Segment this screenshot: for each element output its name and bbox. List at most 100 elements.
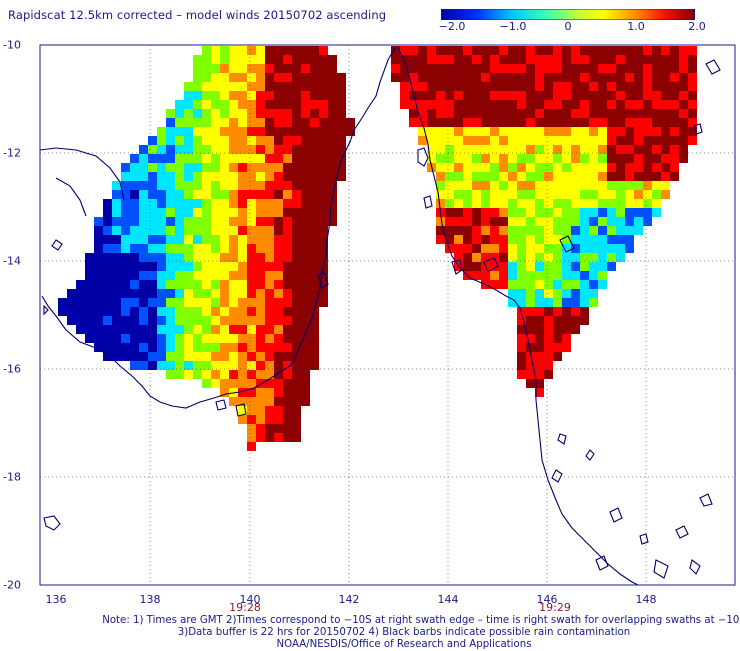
wind-cell <box>607 172 616 181</box>
wind-cell <box>688 91 697 100</box>
wind-cell <box>274 388 283 397</box>
wind-cell <box>256 199 265 208</box>
wind-cell <box>490 280 499 289</box>
wind-cell <box>571 244 580 253</box>
wind-cell <box>184 109 193 118</box>
wind-cell <box>139 271 148 280</box>
wind-cell <box>562 181 571 190</box>
wind-cell <box>274 208 283 217</box>
wind-cell <box>517 172 526 181</box>
wind-cell <box>148 343 157 352</box>
wind-cell <box>625 208 634 217</box>
wind-cell <box>310 244 319 253</box>
wind-cell <box>274 361 283 370</box>
wind-cell <box>94 271 103 280</box>
wind-cell <box>472 244 481 253</box>
wind-cell <box>418 64 427 73</box>
wind-cell <box>553 109 562 118</box>
wind-cell <box>265 190 274 199</box>
wind-cell <box>553 271 562 280</box>
wind-cell <box>283 208 292 217</box>
wind-cell <box>292 433 301 442</box>
wind-cell <box>472 64 481 73</box>
wind-cell <box>175 361 184 370</box>
wind-cell <box>247 271 256 280</box>
wind-cell <box>229 280 238 289</box>
wind-cell <box>553 82 562 91</box>
wind-cell <box>265 82 274 91</box>
wind-cell <box>589 235 598 244</box>
wind-cell <box>130 172 139 181</box>
wind-cell <box>517 190 526 199</box>
wind-cell <box>616 136 625 145</box>
wind-cell <box>58 307 67 316</box>
wind-cell <box>616 64 625 73</box>
island-coast <box>451 259 463 275</box>
wind-cell <box>175 154 184 163</box>
wind-cell <box>130 352 139 361</box>
wind-cell <box>445 91 454 100</box>
wind-cell <box>274 199 283 208</box>
wind-cell <box>193 118 202 127</box>
wind-cell <box>292 145 301 154</box>
wind-cell <box>238 244 247 253</box>
wind-cell <box>580 262 589 271</box>
wind-cell <box>670 136 679 145</box>
wind-cell <box>157 244 166 253</box>
wind-cell <box>688 73 697 82</box>
wind-cell <box>544 145 553 154</box>
wind-cell <box>175 253 184 262</box>
wind-cell <box>301 199 310 208</box>
wind-cell <box>463 82 472 91</box>
swath-time-left: 19:28 <box>229 601 261 614</box>
wind-cell <box>508 154 517 163</box>
wind-cell <box>220 55 229 64</box>
wind-cell <box>310 145 319 154</box>
wind-cell <box>94 298 103 307</box>
wind-cell <box>670 154 679 163</box>
wind-cell <box>616 172 625 181</box>
wind-cell <box>301 118 310 127</box>
wind-cell <box>157 190 166 199</box>
wind-cell <box>670 109 679 118</box>
reef-coast <box>585 449 595 461</box>
wind-cell <box>643 46 652 55</box>
wind-cell <box>535 379 544 388</box>
footnote-line-2: 3)Data buffer is 22 hrs for 20150702 4) … <box>177 627 631 638</box>
wind-cell <box>130 316 139 325</box>
wind-cell <box>643 109 652 118</box>
wind-cell <box>571 46 580 55</box>
wind-cell <box>472 253 481 262</box>
wind-cell <box>310 190 319 199</box>
wind-cell <box>202 325 211 334</box>
wind-cell <box>139 199 148 208</box>
wind-cell <box>220 154 229 163</box>
wind-cell <box>499 217 508 226</box>
wind-cell <box>535 325 544 334</box>
wind-cell <box>292 424 301 433</box>
wind-cell <box>247 379 256 388</box>
wind-cell <box>445 226 454 235</box>
wind-cell <box>139 289 148 298</box>
wind-cell <box>490 46 499 55</box>
wind-cell <box>535 181 544 190</box>
wind-cell <box>490 73 499 82</box>
wind-cell <box>238 73 247 82</box>
wind-cell <box>688 64 697 73</box>
wind-cell <box>598 91 607 100</box>
wind-cell <box>130 235 139 244</box>
wind-cell <box>247 208 256 217</box>
wind-cell <box>580 109 589 118</box>
wind-cell <box>238 343 247 352</box>
wind-cell <box>571 73 580 82</box>
wind-cell <box>301 217 310 226</box>
wind-cell <box>616 55 625 64</box>
wind-cell <box>148 334 157 343</box>
wind-cell <box>571 271 580 280</box>
wind-cell <box>76 307 85 316</box>
wind-cell <box>652 100 661 109</box>
wind-cell <box>112 280 121 289</box>
wind-cell <box>175 100 184 109</box>
wind-cell <box>400 55 409 64</box>
wind-cell <box>625 145 634 154</box>
